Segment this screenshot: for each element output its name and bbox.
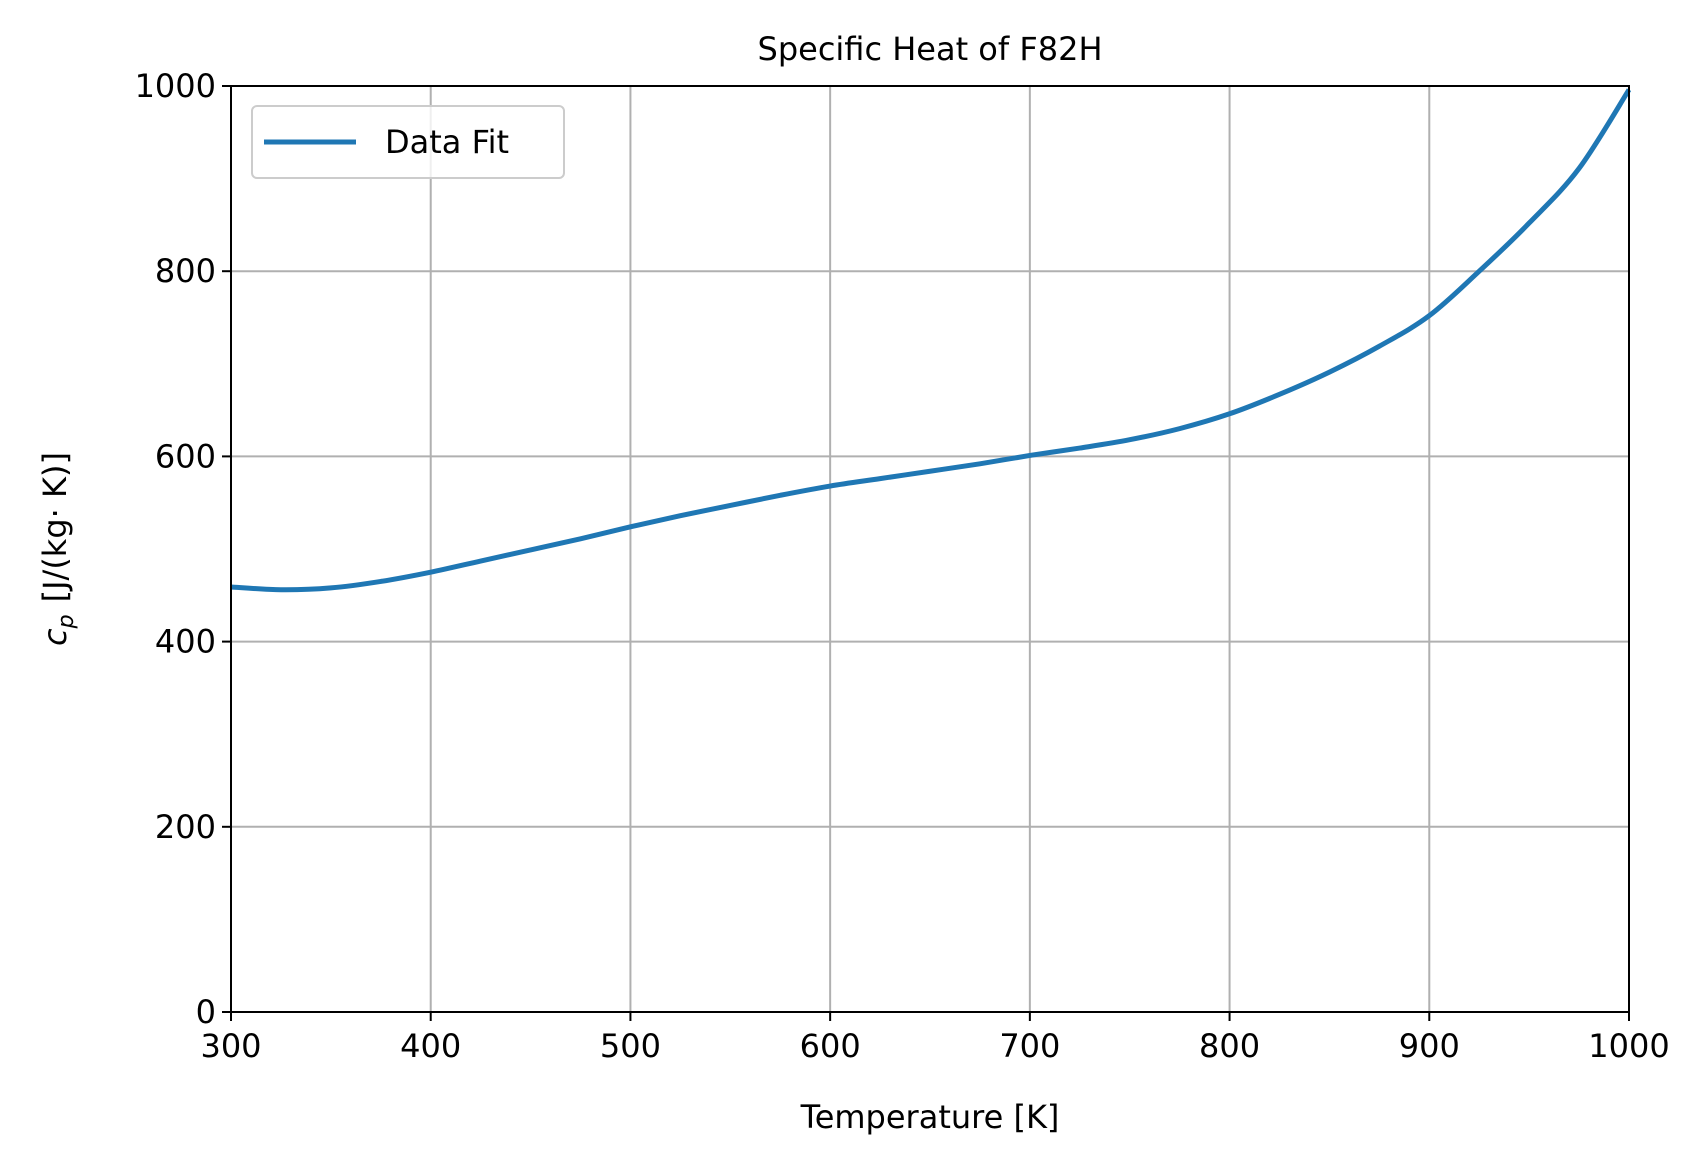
y-axis-title: cp [J/(kg· K)] <box>36 452 79 646</box>
plot-area-frame <box>230 85 1630 1013</box>
x-tick-label: 1000 <box>1588 1027 1669 1065</box>
y-tick-label: 400 <box>155 623 216 661</box>
y-axis-subscript: p <box>54 614 79 629</box>
x-tick-label: 800 <box>1199 1027 1260 1065</box>
y-axis-unit: [J/(kg· K)] <box>36 452 74 602</box>
x-tick-label: 300 <box>200 1027 261 1065</box>
legend-label-data-fit: Data Fit <box>385 123 509 161</box>
x-tick-label: 400 <box>400 1027 461 1065</box>
x-axis-title: Temperature [K] <box>800 1098 1060 1136</box>
chart-title: Specific Heat of F82H <box>758 30 1103 68</box>
y-tick-label: 1000 <box>135 67 216 105</box>
x-tick-label: 900 <box>1399 1027 1460 1065</box>
y-tick-label: 800 <box>155 252 216 290</box>
y-axis-symbol: c <box>36 628 74 646</box>
x-tick-label: 600 <box>800 1027 861 1065</box>
legend-box <box>251 105 565 179</box>
y-tick-label: 0 <box>196 993 216 1031</box>
y-tick-label: 200 <box>155 808 216 846</box>
x-tick-label: 700 <box>999 1027 1060 1065</box>
axis-tick-labels: 300 400 500 600 700 800 900 1000 0 200 400 600 800 10… <box>135 67 1670 1065</box>
legend: Data Fit <box>251 105 565 179</box>
data-series-layer <box>230 88 1632 593</box>
series-line-data-fit <box>230 88 1632 593</box>
y-tick-label: 600 <box>155 437 216 475</box>
axis-ticks <box>222 85 1630 1021</box>
x-tick-label: 500 <box>600 1027 661 1065</box>
